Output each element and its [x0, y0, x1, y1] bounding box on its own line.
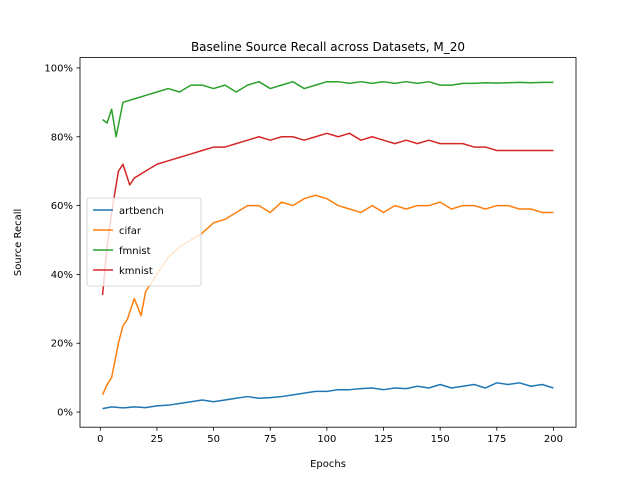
legend-label-cifar: cifar	[119, 226, 142, 237]
series-line-kmnist	[101, 132, 554, 296]
y-tick-label: 40%	[51, 270, 73, 281]
y-tick-label: 60%	[51, 201, 73, 212]
y-tick-label: 100%	[44, 63, 73, 74]
legend-label-kmnist: kmnist	[119, 266, 153, 277]
series-line-fmnist	[102, 80, 554, 138]
x-tick-label: 75	[264, 434, 277, 445]
x-tick-label: 25	[151, 434, 164, 445]
legend-label-fmnist: fmnist	[119, 246, 151, 257]
y-axis-label: Source Recall	[13, 209, 24, 276]
x-tick-label: 150	[431, 434, 450, 445]
chart-title: Baseline Source Recall across Datasets, …	[191, 40, 465, 54]
x-axis: 0 25 50 75 100 125 150 175 200	[97, 427, 563, 445]
x-tick-label: 50	[207, 434, 220, 445]
x-tick-label: 175	[487, 434, 506, 445]
x-tick-label: 0	[97, 434, 103, 445]
x-tick-label: 100	[317, 434, 336, 445]
x-axis-label: Epochs	[310, 459, 346, 470]
x-tick-label: 200	[544, 434, 563, 445]
y-tick-label: 0%	[57, 408, 73, 419]
series-layer	[101, 80, 554, 410]
y-axis: 0% 20% 40% 60% 80% 100%	[44, 63, 80, 419]
y-tick-label: 80%	[51, 132, 73, 143]
legend-frame	[86, 197, 202, 287]
y-tick-label: 20%	[51, 339, 73, 350]
plot-frame	[79, 57, 577, 428]
series-line-cifar	[101, 194, 554, 396]
legend: artbench cifar fmnist kmnist	[86, 197, 202, 287]
legend-label-artbench: artbench	[119, 206, 164, 217]
series-line-artbench	[102, 382, 554, 410]
x-tick-label: 125	[374, 434, 393, 445]
